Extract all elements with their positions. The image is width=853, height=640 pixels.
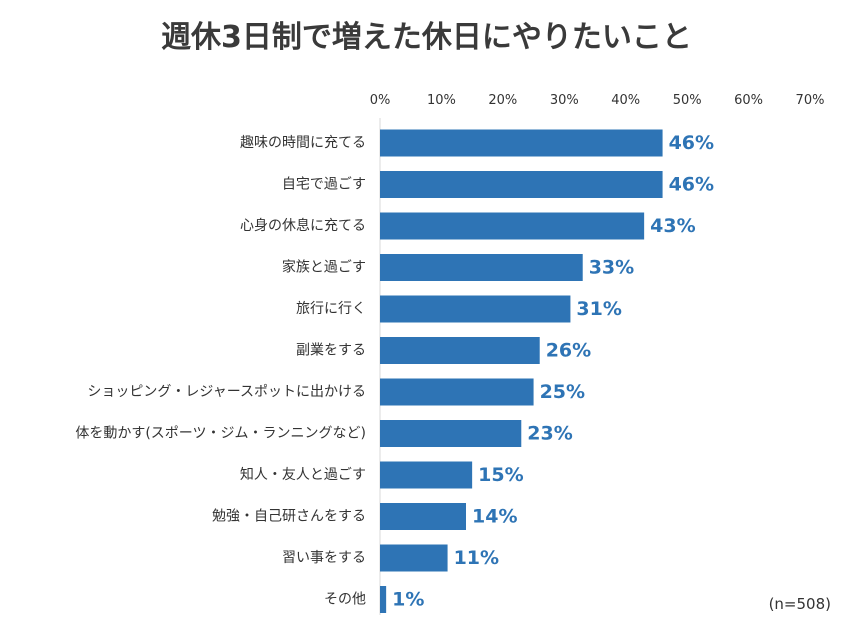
value-label: 26% (546, 340, 591, 362)
category-label: その他 (324, 592, 366, 608)
x-tick-label: 20% (488, 93, 517, 108)
value-label: 33% (589, 257, 634, 279)
category-label: ショッピング・レジャースポットに出かける (87, 384, 366, 400)
x-tick-label: 60% (734, 93, 763, 108)
bar (380, 254, 583, 281)
bars (380, 129, 663, 613)
value-label: 15% (478, 464, 523, 486)
bar (380, 378, 534, 406)
chart-title: 週休3日制で増えた休日にやりたいこと (161, 20, 692, 55)
category-labels: 趣味の時間に充てる自宅で過ごす心身の休息に充てる家族と過ごす旅行に行く副業をする… (75, 135, 366, 608)
category-label: 趣味の時間に充てる (240, 135, 366, 151)
bar (380, 503, 466, 530)
x-axis-tick-labels: 0% 10% 20% 30% 40% 50% 60% 70% (370, 93, 825, 108)
category-label: 旅行に行く (296, 301, 366, 317)
bar (380, 461, 473, 489)
x-tick-label: 30% (550, 93, 579, 108)
bar (380, 129, 663, 157)
value-label: 11% (454, 547, 499, 569)
x-tick-label: 70% (796, 93, 825, 108)
category-label: 体を動かす(スポーツ・ジム・ランニングなど) (75, 426, 366, 442)
value-label: 46% (669, 174, 714, 196)
bar (380, 171, 663, 198)
category-label: 勉強・自己研さんをする (212, 509, 366, 525)
bar (380, 337, 540, 364)
x-tick-label: 50% (673, 93, 702, 108)
x-tick-label: 0% (370, 93, 391, 108)
value-labels: 46% 46% 43% 33% 31% 26% 25% 23%15% 14% 11% 1% (392, 132, 714, 611)
category-label: 習い事をする (282, 550, 366, 566)
value-label: 46% (669, 132, 714, 154)
x-tick-label: 10% (427, 93, 456, 108)
value-label: 43% (650, 215, 695, 237)
bar (380, 420, 522, 447)
x-tick-label: 40% (611, 93, 640, 108)
value-label: 23% (527, 423, 572, 445)
value-label: 14% (472, 506, 517, 528)
category-label: 副業をする (296, 343, 366, 359)
bar (380, 212, 645, 240)
bar (380, 586, 387, 613)
sample-size-note: (n=508) (768, 595, 831, 613)
value-label: 1% (392, 589, 424, 611)
bar (380, 544, 448, 572)
category-label: 知人・友人と過ごす (240, 466, 366, 483)
category-label: 家族と過ごす (282, 259, 366, 276)
category-label: 心身の休息に充てる (240, 217, 366, 234)
value-label: 25% (540, 381, 585, 403)
value-label: 31% (576, 298, 621, 320)
category-label: 自宅で過ごす (282, 177, 366, 193)
bar (380, 295, 571, 323)
